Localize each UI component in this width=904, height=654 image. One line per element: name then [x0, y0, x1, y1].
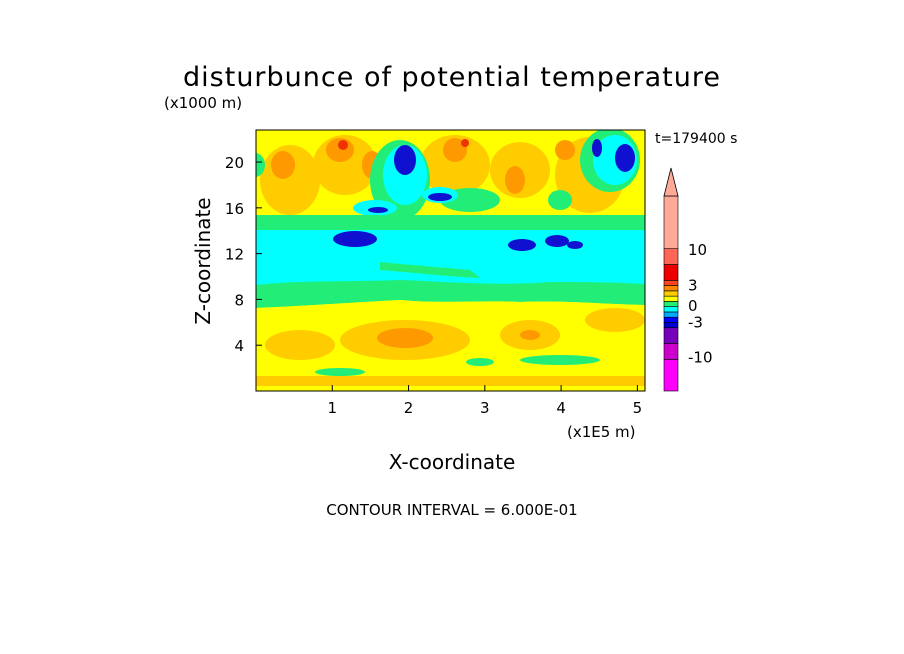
- y-tick-label: 8: [234, 291, 244, 309]
- colorbar-swatch: [663, 264, 679, 281]
- colorbar-swatch: [663, 316, 679, 323]
- colorbar-swatch: [663, 343, 679, 360]
- colorbar: [663, 167, 679, 392]
- colorbar-swatch: [663, 327, 679, 344]
- colorbar-swatch: [663, 280, 679, 286]
- colorbar-swatch: [663, 311, 679, 318]
- contour-field: [256, 130, 645, 391]
- x-tick-label: 1: [328, 399, 338, 417]
- colorbar-swatch: [663, 290, 679, 297]
- x-tick-label: 5: [633, 399, 643, 417]
- y-tick-marks: [256, 161, 262, 346]
- upper-blue: [368, 139, 635, 213]
- upper-red-spots: [338, 139, 469, 150]
- colorbar-swatch: [663, 295, 679, 302]
- y-tick-label: 20: [225, 154, 244, 172]
- plot-frame: [255, 129, 646, 392]
- colorbar-tick-label: 3: [688, 277, 698, 295]
- colorbar-swatch: [663, 195, 679, 250]
- colorbar-swatch: [663, 322, 679, 329]
- colorbar-labels: 10 3 0-3 -10: [688, 241, 713, 367]
- lower-deep-orange: [377, 328, 540, 348]
- x-tick-labels: 1 2 3 4 5: [328, 399, 643, 417]
- colorbar-arrow: [663, 167, 679, 197]
- x-tick-label: 2: [404, 399, 414, 417]
- x-axis-label: X-coordinate: [389, 450, 516, 474]
- colorbar-tick-label: 10: [688, 241, 707, 259]
- lower-green-streaks: [315, 355, 600, 376]
- green-band-wave: [380, 262, 480, 278]
- green-band-lower: [256, 280, 645, 308]
- colorbar-swatch: [663, 248, 679, 265]
- x-tick-label: 3: [480, 399, 490, 417]
- colorbar-swatch: [663, 285, 679, 292]
- x-tick-marks: [331, 385, 638, 391]
- colorbar-swatch: [663, 301, 679, 307]
- colorbar-tick-label: 0: [688, 297, 698, 315]
- mid-blue-blobs: [333, 231, 583, 251]
- y-tick-labels: 4 8 12 16 20: [225, 154, 244, 355]
- y-tick-label: 4: [234, 337, 244, 355]
- y-axis-label: Z-coordinate: [191, 197, 215, 324]
- colorbar-tick-label: -3: [688, 313, 703, 331]
- colorbar-swatch: [663, 306, 679, 313]
- x-tick-label: 4: [556, 399, 566, 417]
- x-unit-label: (x1E5 m): [567, 423, 636, 441]
- upper-deep-orange: [271, 138, 575, 194]
- colorbar-tick-label: -10: [688, 348, 713, 366]
- cyan-layer: [256, 230, 645, 288]
- y-tick-label: 12: [225, 246, 244, 264]
- y-unit-label: (x1000 m): [164, 94, 242, 112]
- contour-interval-footer: CONTOUR INTERVAL = 6.000E-01: [326, 501, 577, 519]
- y-tick-label: 16: [225, 200, 244, 218]
- colorbar-swatch: [663, 359, 679, 392]
- chart-title: disturbunce of potential temperature: [183, 62, 721, 93]
- time-label: t=179400 s: [655, 131, 737, 147]
